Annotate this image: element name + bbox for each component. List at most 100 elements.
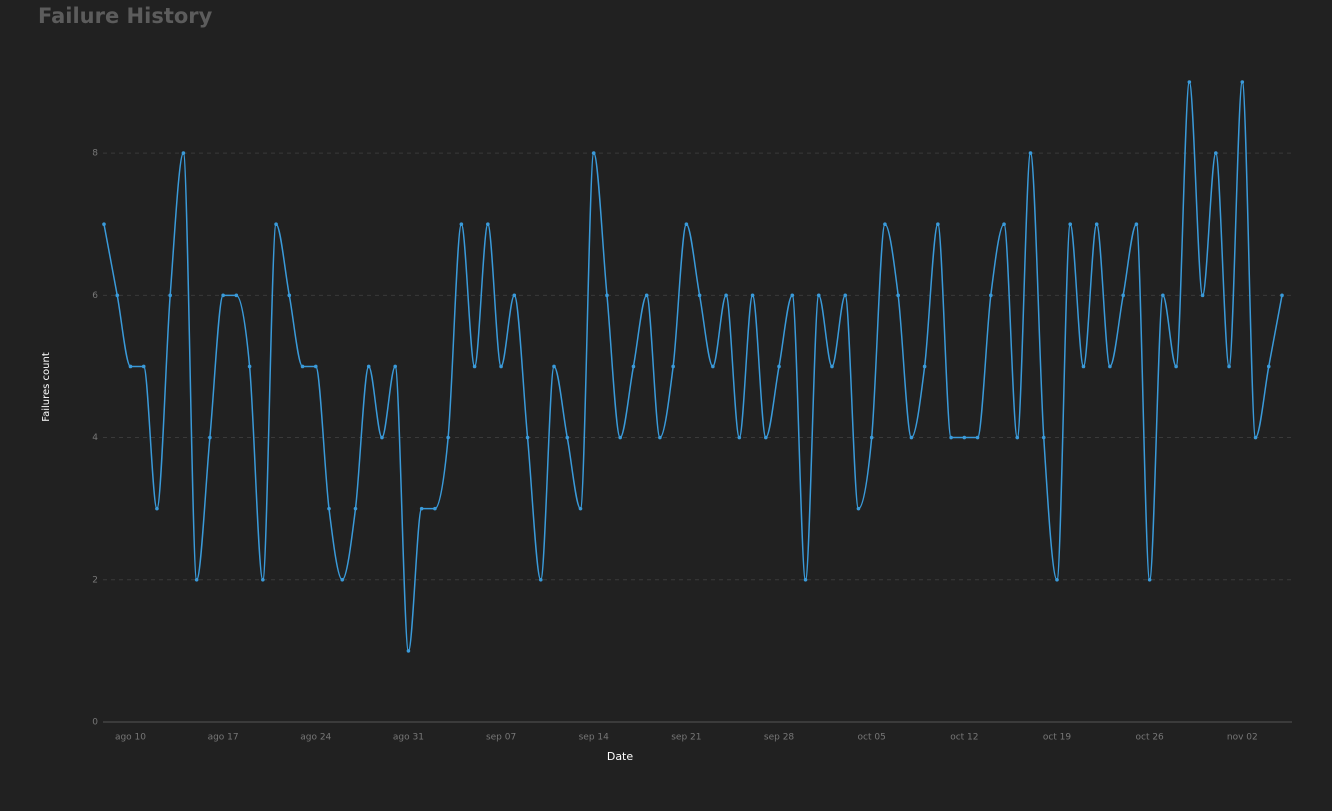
data-point xyxy=(274,222,278,227)
data-point xyxy=(605,293,609,298)
x-tick-label: sep 14 xyxy=(579,733,610,743)
x-tick-label: sep 07 xyxy=(486,733,516,743)
data-point xyxy=(684,222,689,227)
data-point xyxy=(472,364,477,369)
data-point xyxy=(208,435,212,440)
data-point xyxy=(313,364,318,369)
data-point xyxy=(300,364,305,369)
x-tick-label: oct 05 xyxy=(858,733,886,743)
data-point xyxy=(697,293,702,298)
x-tick-label: ago 10 xyxy=(115,733,146,743)
data-point xyxy=(1240,80,1245,84)
data-point xyxy=(261,577,265,582)
data-point xyxy=(1266,364,1271,369)
data-point xyxy=(671,364,675,369)
data-point xyxy=(975,435,980,440)
data-point xyxy=(724,293,728,298)
x-tick-label: nov 02 xyxy=(1227,733,1258,743)
data-point xyxy=(763,435,768,440)
data-point xyxy=(194,577,199,582)
data-point xyxy=(552,364,556,369)
data-point xyxy=(936,222,940,227)
data-point xyxy=(340,577,345,582)
data-point xyxy=(631,364,636,369)
y-tick-label: 0 xyxy=(92,718,98,728)
data-point xyxy=(1015,435,1020,440)
data-point xyxy=(1108,364,1112,369)
data-point xyxy=(393,364,397,369)
data-point xyxy=(711,364,715,369)
data-point xyxy=(433,506,437,511)
data-point xyxy=(644,293,649,298)
data-point xyxy=(486,222,490,227)
data-point xyxy=(777,364,781,369)
data-point xyxy=(1187,80,1192,84)
y-tick-label: 4 xyxy=(92,433,98,443)
data-point xyxy=(856,506,861,511)
x-tick-label: oct 19 xyxy=(1043,733,1072,743)
data-point xyxy=(221,293,225,298)
data-point xyxy=(1280,293,1284,298)
data-point xyxy=(1002,222,1006,227)
data-point xyxy=(115,293,120,298)
data-point xyxy=(578,506,583,511)
data-point xyxy=(962,435,967,440)
data-point xyxy=(327,506,331,511)
data-point xyxy=(949,435,953,440)
data-point xyxy=(168,293,172,298)
data-point xyxy=(1134,222,1139,227)
data-point xyxy=(128,364,133,369)
data-point xyxy=(790,293,795,298)
data-point xyxy=(591,151,596,155)
data-point xyxy=(499,364,503,369)
data-point xyxy=(1094,222,1099,227)
data-point xyxy=(419,506,424,511)
data-point xyxy=(922,364,927,369)
y-tick-label: 8 xyxy=(92,149,98,159)
data-point xyxy=(1253,435,1258,440)
data-point xyxy=(102,222,106,227)
data-point xyxy=(1147,577,1152,582)
data-point xyxy=(406,649,411,653)
x-axis-label: Date xyxy=(607,750,634,763)
data-point xyxy=(803,577,808,582)
x-tick-label: sep 21 xyxy=(671,733,701,743)
x-tick-label: oct 26 xyxy=(1135,733,1164,743)
data-point xyxy=(909,435,914,440)
data-point xyxy=(512,293,517,298)
data-point xyxy=(1214,151,1218,155)
data-point xyxy=(750,293,755,298)
x-tick-label: ago 24 xyxy=(300,733,331,743)
data-point xyxy=(155,506,159,511)
data-point xyxy=(896,293,900,298)
data-point xyxy=(989,293,993,298)
data-point xyxy=(1174,364,1178,369)
data-point xyxy=(1068,222,1073,227)
data-point xyxy=(446,435,450,440)
data-point xyxy=(843,293,848,298)
data-point xyxy=(366,364,371,369)
data-point xyxy=(459,222,464,227)
data-point xyxy=(737,435,742,440)
data-point xyxy=(287,293,292,298)
data-point xyxy=(618,435,623,440)
y-tick-label: 6 xyxy=(92,291,98,301)
data-point xyxy=(247,364,252,369)
data-point xyxy=(1028,151,1033,155)
data-point xyxy=(1041,435,1046,440)
data-point xyxy=(816,293,821,298)
data-point xyxy=(830,364,834,369)
data-point xyxy=(353,506,358,511)
x-tick-label: ago 31 xyxy=(393,733,424,743)
data-point xyxy=(538,577,543,582)
x-tick-label: sep 28 xyxy=(764,733,795,743)
data-point xyxy=(1081,364,1086,369)
data-point xyxy=(869,435,874,440)
data-point xyxy=(883,222,887,227)
y-tick-label: 2 xyxy=(92,575,98,585)
data-point xyxy=(525,435,530,440)
x-tick-label: oct 12 xyxy=(950,733,978,743)
